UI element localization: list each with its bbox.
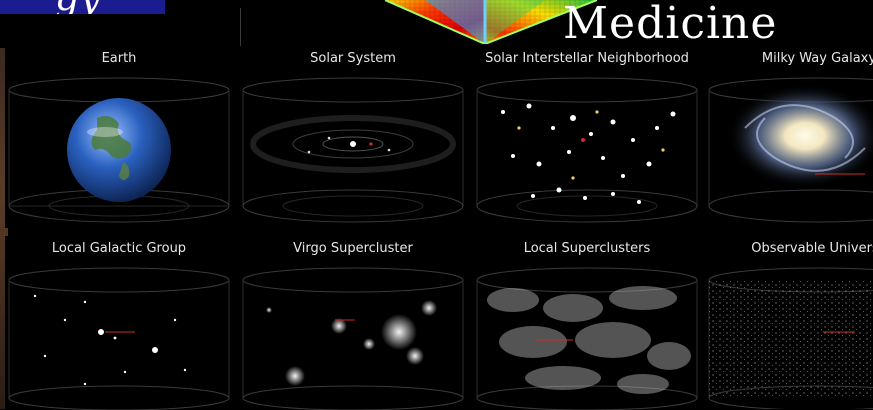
panel-title: Observable Universe (751, 241, 873, 256)
cylinder-local-superclusters (476, 267, 698, 410)
panel-title: Solar System (310, 51, 396, 66)
panel-solar-system: Solar System (239, 48, 467, 228)
cylinder-virgo (242, 267, 464, 410)
panel-virgo: Virgo Supercluster (239, 236, 467, 410)
panel-title: Local Superclusters (523, 241, 651, 256)
cylinder-interstellar (476, 77, 698, 223)
logo-box: gy (0, 0, 165, 14)
header-divider (240, 8, 241, 46)
panel-title: Local Galactic Group (51, 241, 187, 256)
heatmap-graphic (385, 0, 597, 44)
cylinder-milky-way (708, 77, 873, 223)
panel-title: Solar Interstellar Neighborhood (485, 51, 689, 66)
page-heading: Medicine (563, 0, 778, 49)
cylinder-solar-system (242, 77, 464, 223)
panel-milky-way: Milky Way Galaxy (705, 48, 873, 228)
logo-fragment: gy (55, 0, 101, 14)
panel-title: Milky Way Galaxy (761, 51, 873, 66)
panel-local-superclusters: Local Superclusters (473, 236, 701, 410)
panel-earth: Earth (5, 48, 233, 228)
panel-title: Virgo Supercluster (293, 241, 413, 256)
star-field (501, 103, 676, 204)
cylinder-earth (8, 77, 230, 223)
panel-observable-universe: Observable Universe (705, 236, 873, 409)
cylinder-local-group (8, 267, 230, 410)
panel-title: Earth (101, 51, 137, 66)
cylinder-observable-universe (708, 267, 873, 409)
heatmap-image (385, 0, 597, 44)
header-band: gy (0, 0, 873, 48)
panel-local-group: Local Galactic Group (5, 236, 233, 410)
galaxy-spiral (727, 84, 873, 188)
left-photo-strip (0, 48, 8, 409)
panel-interstellar: Solar Interstellar Neighborhood (473, 48, 701, 228)
